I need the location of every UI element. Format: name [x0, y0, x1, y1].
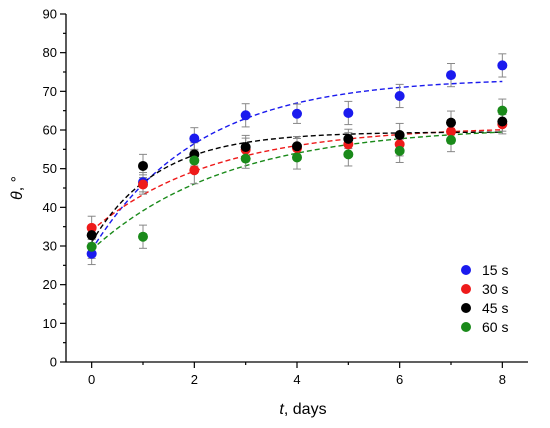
legend-label: 60 s: [482, 319, 508, 335]
data-point: [343, 133, 354, 144]
legend: 15 s 30 s 45 s 60 s: [461, 262, 508, 335]
data-point: [292, 152, 302, 163]
y-tick-label: 60: [43, 123, 57, 138]
plot-area: 0 10 20 30 40 50 60 70 80 90 0 2 4 6 8: [43, 7, 528, 387]
y-tick-label: 20: [43, 277, 57, 292]
data-point: [189, 165, 200, 176]
legend-marker: [461, 265, 471, 275]
data-point: [497, 60, 508, 71]
data-point: [292, 141, 302, 152]
legend-label: 45 s: [482, 300, 508, 316]
data-point: [86, 230, 97, 241]
data-point: [446, 135, 456, 146]
data-point: [343, 107, 354, 118]
data-point: [240, 110, 251, 121]
y-tick-label: 0: [50, 355, 57, 370]
y-ticks: 0 10 20 30 40 50 60 70 80 90: [43, 7, 66, 370]
data-point: [394, 145, 405, 156]
data-point: [138, 179, 148, 190]
data-point: [497, 105, 508, 116]
x-axis-title: t, days: [279, 401, 326, 418]
legend-marker: [461, 284, 471, 294]
x-tick-label: 8: [499, 372, 506, 387]
data-point: [394, 130, 405, 141]
data-point: [240, 153, 251, 164]
data-point: [292, 108, 302, 119]
data-point: [446, 126, 456, 137]
fit-curve: [91, 131, 503, 251]
legend-marker: [461, 322, 471, 332]
data-point: [394, 90, 405, 101]
data-point: [189, 155, 200, 166]
data-point: [86, 241, 97, 252]
y-tick-label: 90: [43, 7, 57, 22]
data-point: [86, 248, 97, 259]
data-point: [240, 142, 251, 153]
y-axis-title: θ, °: [9, 176, 26, 200]
x-tick-label: 0: [88, 372, 95, 387]
y-tick-label: 50: [43, 161, 57, 176]
legend-label: 30 s: [482, 281, 508, 297]
data-points: [86, 60, 508, 259]
x-tick-label: 6: [396, 372, 403, 387]
data-point: [446, 117, 456, 128]
x-tick-label: 2: [191, 372, 198, 387]
data-point: [86, 222, 97, 233]
data-point: [138, 231, 148, 242]
data-point: [189, 133, 200, 144]
data-point: [138, 160, 148, 171]
y-tick-label: 30: [43, 239, 57, 254]
data-point: [446, 70, 456, 81]
legend-label: 15 s: [482, 262, 508, 278]
y-tick-label: 70: [43, 84, 57, 99]
legend-marker: [461, 303, 471, 313]
data-point: [343, 149, 354, 160]
y-tick-label: 80: [43, 45, 57, 60]
x-tick-label: 4: [293, 372, 300, 387]
data-point: [497, 116, 508, 127]
fit-curve: [91, 80, 503, 251]
y-tick-label: 10: [43, 316, 57, 331]
x-ticks: 0 2 4 6 8: [88, 362, 506, 387]
y-tick-label: 40: [43, 200, 57, 215]
